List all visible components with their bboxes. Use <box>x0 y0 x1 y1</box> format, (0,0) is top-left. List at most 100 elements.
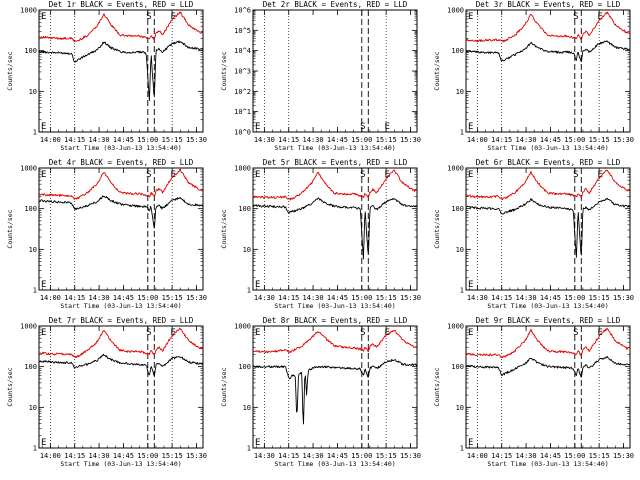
y-tick-label: 10 <box>456 404 464 412</box>
marker-label: S <box>146 12 151 22</box>
panel-det-3r: Det 3r BLACK = Events, RED = LLD 1 10 100 10… <box>433 0 634 152</box>
marker-label: E <box>597 12 602 22</box>
x-tick-label: 14:15 <box>491 452 512 460</box>
x-tick-label: 14:15 <box>64 452 85 460</box>
x-tick-label: 14:30 <box>254 136 275 144</box>
x-tick-label: 14:00 <box>40 452 61 460</box>
x-tick-label: 14:45 <box>540 136 561 144</box>
panel-det-4r: Det 4r BLACK = Events, RED = LLD 1 10 100 10… <box>6 158 207 310</box>
x-axis-label: Start Time (03-Jun-13 13:54:40) <box>60 144 181 152</box>
y-tick-label: 1 <box>247 445 251 453</box>
x-axis-label: Start Time (03-Jun-13 13:54:40) <box>487 302 608 310</box>
x-tick-label: 15:00 <box>137 136 158 144</box>
x-tick-label: 14:30 <box>89 294 110 302</box>
marker-label-top: E <box>41 12 46 22</box>
x-tick-label: 14:45 <box>540 294 561 302</box>
marker-label: E <box>384 170 389 180</box>
panel-title: Det 1r BLACK = Events, RED = LLD <box>49 0 194 9</box>
marker-label: E <box>170 170 175 180</box>
y-tick-label: 1 <box>33 287 37 295</box>
y-tick-label: 1 <box>460 287 464 295</box>
x-tick-label: 14:45 <box>327 452 348 460</box>
y-axis-label: Counts/sec <box>220 209 228 248</box>
series-events-line <box>38 195 203 229</box>
x-tick-label: 15:30 <box>613 452 634 460</box>
x-axis-label: Start Time (03-Jun-13 13:54:40) <box>487 144 608 152</box>
marker-label: E <box>255 438 260 448</box>
y-tick-label: 1 <box>460 445 464 453</box>
x-tick-label: 15:30 <box>186 294 207 302</box>
series-events-line <box>38 353 204 376</box>
panel-title: Det 2r BLACK = Events, RED = LLD <box>263 0 408 9</box>
x-tick-label: 15:30 <box>186 452 207 460</box>
marker-label: E <box>255 122 260 132</box>
series-lld-line <box>465 11 631 43</box>
marker-label: E <box>41 438 46 448</box>
marker-label: E <box>384 122 389 132</box>
marker-label-top: E <box>468 12 473 22</box>
y-tick-label: 10 <box>456 88 464 96</box>
y-axis-label: Counts/sec <box>433 51 441 90</box>
x-axis-label: Start Time (03-Jun-13 13:54:40) <box>274 460 395 468</box>
y-tick-label: 100 <box>451 363 464 371</box>
y-tick-label: 1000 <box>20 165 37 173</box>
y-tick-label: 100 <box>451 205 464 213</box>
x-tick-label: 15:30 <box>400 294 421 302</box>
marker-label: E <box>41 280 46 290</box>
y-tick-label: 1 <box>33 445 37 453</box>
x-tick-label: 15:15 <box>162 136 183 144</box>
marker-label: E <box>597 170 602 180</box>
x-tick-label: 15:00 <box>351 452 372 460</box>
y-tick-label: 10 <box>243 404 251 412</box>
y-axis-label: Counts/sec <box>6 209 14 248</box>
y-tick-label: 1000 <box>447 165 464 173</box>
y-tick-label: 10^4 <box>234 47 251 55</box>
x-tick-label: 14:30 <box>467 294 488 302</box>
x-tick-label: 14:15 <box>278 294 299 302</box>
y-tick-label: 10 <box>29 404 37 412</box>
marker-label: E <box>170 328 175 338</box>
y-tick-label: 10 <box>243 246 251 254</box>
marker-label-top: E <box>255 328 260 338</box>
y-tick-label: 10^5 <box>234 27 251 35</box>
panel-det-7r: Det 7r BLACK = Events, RED = LLD 1 10 100 10… <box>6 316 207 468</box>
marker-label: E <box>468 122 473 132</box>
y-tick-label: 1000 <box>20 323 37 331</box>
x-tick-label: 15:15 <box>376 136 397 144</box>
x-axis-label: Start Time (03-Jun-13 13:54:40) <box>274 302 395 310</box>
x-tick-label: 15:15 <box>376 294 397 302</box>
panel-det-8r: Det 8r BLACK = Events, RED = LLD 1 10 100 10… <box>220 316 421 468</box>
panel-title: Det 8r BLACK = Events, RED = LLD <box>263 316 408 325</box>
y-tick-label: 100 <box>24 363 37 371</box>
plot-frame <box>465 9 631 133</box>
y-axis-label: Counts/sec <box>433 367 441 406</box>
plot-frame <box>38 9 204 133</box>
y-axis-label: Counts/sec <box>220 51 228 90</box>
marker-label: S <box>146 170 151 180</box>
x-tick-label: 14:00 <box>40 136 61 144</box>
marker-label-top: E <box>468 328 473 338</box>
marker-label: E <box>255 280 260 290</box>
x-tick-label: 15:00 <box>137 452 158 460</box>
marker-label: S <box>573 328 578 338</box>
x-tick-label: 14:30 <box>89 136 110 144</box>
x-tick-label: 14:45 <box>113 294 134 302</box>
x-tick-label: 14:15 <box>491 136 512 144</box>
marker-label-top: E <box>468 170 473 180</box>
panel-det-6r: Det 6r BLACK = Events, RED = LLD 1 10 100 10… <box>433 158 634 310</box>
series-lld-line <box>252 169 418 201</box>
series-events-line <box>252 197 418 260</box>
x-tick-label: 14:45 <box>113 136 134 144</box>
y-tick-label: 10^0 <box>234 129 251 137</box>
marker-label-top: E <box>255 170 260 180</box>
series-lld-line <box>38 327 204 359</box>
marker-label: S <box>146 328 151 338</box>
x-tick-label: 14:30 <box>303 294 324 302</box>
panel-det-9r: Det 9r BLACK = Events, RED = LLD 1 10 100 10… <box>433 316 634 468</box>
series-events-line <box>38 40 204 102</box>
marker-label: E <box>384 328 389 338</box>
series-events-line <box>465 356 631 378</box>
y-tick-label: 1 <box>247 287 251 295</box>
y-tick-label: 10^3 <box>234 68 251 76</box>
x-tick-label: 15:00 <box>351 294 372 302</box>
